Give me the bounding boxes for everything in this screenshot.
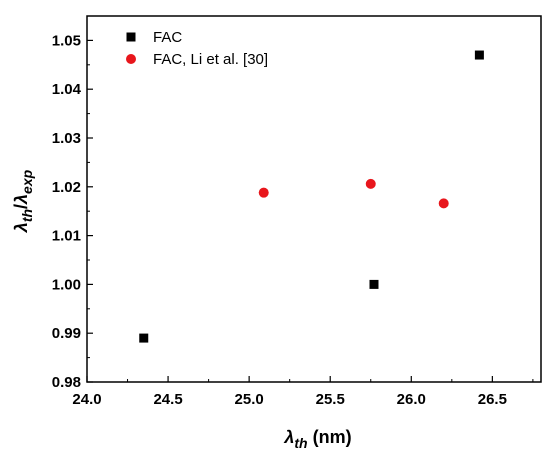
- x-axis-subscript: th: [294, 435, 307, 451]
- plot-frame: [86, 15, 542, 383]
- data-point-li: [258, 187, 269, 198]
- x-tick-label: 26.5: [478, 391, 507, 408]
- data-point-fac: [369, 279, 379, 289]
- y-axis-symbol-1: λ: [11, 222, 31, 233]
- legend-label: FAC, Li et al. [30]: [153, 51, 268, 68]
- y-tick-label: 1.03: [52, 130, 81, 147]
- y-axis-subscript-1: th: [19, 209, 35, 222]
- x-tick-label: 24.0: [72, 391, 101, 408]
- legend: FAC FAC, Li et al. [30]: [126, 29, 268, 68]
- x-tick-label: 25.0: [235, 391, 264, 408]
- data-point-fac: [474, 50, 484, 60]
- y-axis-slash: /: [11, 204, 31, 209]
- data-point-fac: [139, 333, 149, 343]
- data-points: [139, 50, 484, 343]
- y-axis-subscript-2: exp: [19, 169, 35, 194]
- y-tick-label: 1.01: [52, 228, 81, 245]
- x-axis-unit: (nm): [308, 427, 352, 447]
- data-point-li: [438, 198, 449, 209]
- y-tick-label: 1.04: [52, 81, 82, 98]
- data-point-li: [365, 178, 376, 189]
- y-tick-label: 1.00: [52, 276, 81, 293]
- y-tick-label: 0.99: [52, 325, 81, 342]
- y-tick-label: 1.05: [52, 32, 81, 49]
- x-tick-label: 24.5: [153, 391, 182, 408]
- plot-area: [86, 15, 542, 383]
- y-tick-label: 1.02: [52, 179, 81, 196]
- axis-ticks: 24.0 24.5 25.0 25.5 26.0 26.5 0.98 0.99 1.00 1.01…: [52, 32, 534, 408]
- y-tick-label: 0.98: [52, 374, 81, 391]
- legend-marker-square: [126, 32, 136, 42]
- y-axis-symbol-2: λ: [11, 194, 31, 205]
- x-tick-label: 25.5: [316, 391, 345, 408]
- x-axis-symbol: λ: [283, 427, 294, 447]
- legend-label: FAC: [153, 29, 182, 46]
- x-axis-title: λth (nm): [283, 427, 351, 451]
- legend-marker-circle: [126, 54, 136, 64]
- y-axis-title: λth/λexp: [11, 169, 35, 233]
- x-tick-label: 26.0: [397, 391, 426, 408]
